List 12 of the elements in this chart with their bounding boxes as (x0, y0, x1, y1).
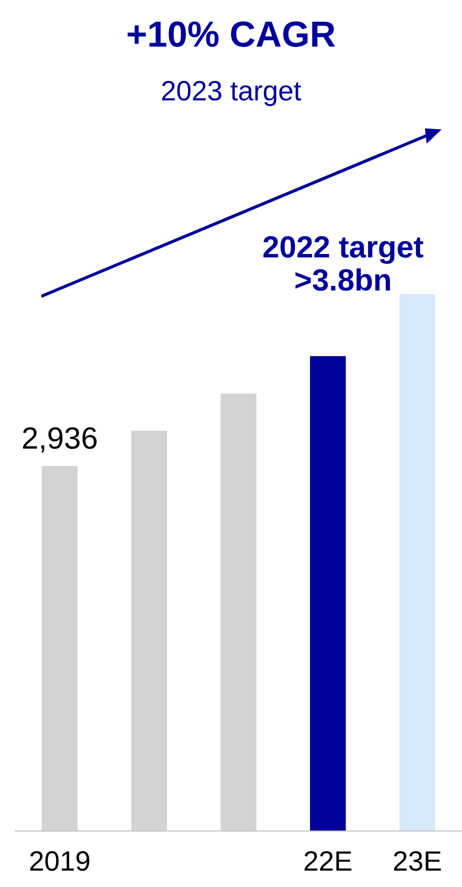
x-tick-label: 2019 (30, 851, 90, 871)
data-label: 2,936 (23, 427, 97, 452)
x-tick-label: 23E (394, 851, 441, 871)
text: 2022 target >3.8bn (263, 236, 424, 291)
bar (42, 466, 78, 831)
bar (310, 356, 346, 831)
x-tick-label: 22E (304, 851, 352, 871)
bar (131, 430, 167, 831)
bar (399, 294, 436, 831)
chart-title: +10% CAGR (128, 21, 336, 47)
bar (220, 393, 256, 831)
chart-subtitle: 2023 target (162, 80, 302, 106)
